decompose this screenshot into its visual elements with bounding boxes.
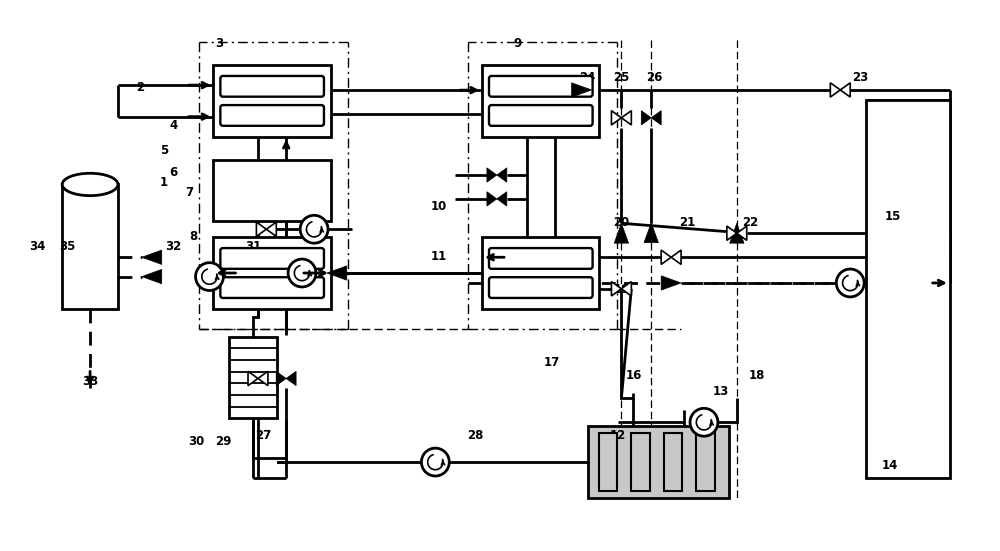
Text: 4: 4 xyxy=(170,118,178,132)
Text: 23: 23 xyxy=(852,71,868,84)
Circle shape xyxy=(300,215,328,243)
Text: 3: 3 xyxy=(215,37,223,50)
Polygon shape xyxy=(611,282,621,296)
Text: 13: 13 xyxy=(713,385,729,398)
Bar xyxy=(482,65,599,137)
Polygon shape xyxy=(611,111,621,125)
Bar xyxy=(213,65,331,137)
Polygon shape xyxy=(621,282,631,296)
Text: 7: 7 xyxy=(186,186,194,199)
Text: 17: 17 xyxy=(544,355,560,369)
Circle shape xyxy=(836,269,864,297)
Text: 5: 5 xyxy=(160,144,168,156)
Polygon shape xyxy=(286,371,296,386)
Text: 20: 20 xyxy=(613,216,630,229)
Polygon shape xyxy=(644,223,658,242)
Polygon shape xyxy=(661,250,671,264)
Bar xyxy=(588,426,729,498)
Text: 10: 10 xyxy=(430,201,446,213)
Text: 27: 27 xyxy=(255,429,271,442)
Text: 33: 33 xyxy=(82,375,98,388)
Bar xyxy=(696,434,715,491)
Text: 18: 18 xyxy=(749,370,765,382)
Polygon shape xyxy=(572,83,592,97)
Text: 22: 22 xyxy=(743,216,759,229)
Bar xyxy=(866,100,950,478)
Ellipse shape xyxy=(62,173,118,196)
Polygon shape xyxy=(621,111,631,125)
Polygon shape xyxy=(730,223,744,243)
Polygon shape xyxy=(248,371,258,386)
Circle shape xyxy=(690,408,718,436)
Polygon shape xyxy=(487,192,497,206)
Text: 19: 19 xyxy=(613,283,630,296)
FancyBboxPatch shape xyxy=(489,277,593,298)
Text: 34: 34 xyxy=(29,240,46,253)
Polygon shape xyxy=(737,226,747,240)
Text: 31: 31 xyxy=(245,240,261,253)
Polygon shape xyxy=(830,83,840,97)
Text: 14: 14 xyxy=(882,459,898,472)
Text: 1: 1 xyxy=(160,176,168,190)
FancyBboxPatch shape xyxy=(489,105,593,126)
Bar xyxy=(482,237,599,309)
Circle shape xyxy=(196,263,223,290)
Polygon shape xyxy=(641,111,651,125)
Bar xyxy=(631,434,650,491)
Text: 2: 2 xyxy=(136,81,144,94)
Text: 26: 26 xyxy=(646,71,662,84)
Circle shape xyxy=(421,448,449,476)
Text: 21: 21 xyxy=(679,216,695,229)
Polygon shape xyxy=(727,226,737,240)
Bar xyxy=(599,434,617,491)
Polygon shape xyxy=(614,223,629,243)
Bar xyxy=(62,185,118,309)
Bar xyxy=(213,237,331,309)
Bar xyxy=(664,434,682,491)
Polygon shape xyxy=(497,168,507,182)
Text: 16: 16 xyxy=(626,370,643,382)
Polygon shape xyxy=(497,192,507,206)
Text: 32: 32 xyxy=(166,240,182,253)
Text: 30: 30 xyxy=(188,435,205,448)
FancyBboxPatch shape xyxy=(220,76,324,96)
Text: 24: 24 xyxy=(579,71,596,84)
Polygon shape xyxy=(487,168,497,182)
Polygon shape xyxy=(276,371,286,386)
FancyBboxPatch shape xyxy=(220,248,324,269)
Polygon shape xyxy=(258,371,268,386)
Polygon shape xyxy=(327,266,347,280)
Polygon shape xyxy=(661,276,681,290)
Polygon shape xyxy=(256,222,266,236)
Text: 6: 6 xyxy=(170,166,178,180)
Text: 8: 8 xyxy=(189,230,198,243)
Polygon shape xyxy=(142,250,162,264)
Bar xyxy=(213,160,331,222)
Text: 29: 29 xyxy=(215,435,232,448)
Text: 15: 15 xyxy=(885,210,901,223)
Polygon shape xyxy=(266,222,276,236)
Text: 11: 11 xyxy=(430,250,446,263)
Text: 9: 9 xyxy=(514,37,522,50)
FancyBboxPatch shape xyxy=(220,105,324,126)
FancyBboxPatch shape xyxy=(489,248,593,269)
Circle shape xyxy=(288,259,316,287)
Text: 28: 28 xyxy=(467,429,483,442)
Polygon shape xyxy=(671,250,681,264)
Bar xyxy=(229,337,277,418)
Text: 25: 25 xyxy=(613,71,630,84)
Text: 12: 12 xyxy=(609,429,626,442)
Text: 35: 35 xyxy=(59,240,75,253)
Polygon shape xyxy=(840,83,850,97)
FancyBboxPatch shape xyxy=(220,277,324,298)
FancyBboxPatch shape xyxy=(489,76,593,96)
Polygon shape xyxy=(142,269,162,284)
Polygon shape xyxy=(651,111,661,125)
